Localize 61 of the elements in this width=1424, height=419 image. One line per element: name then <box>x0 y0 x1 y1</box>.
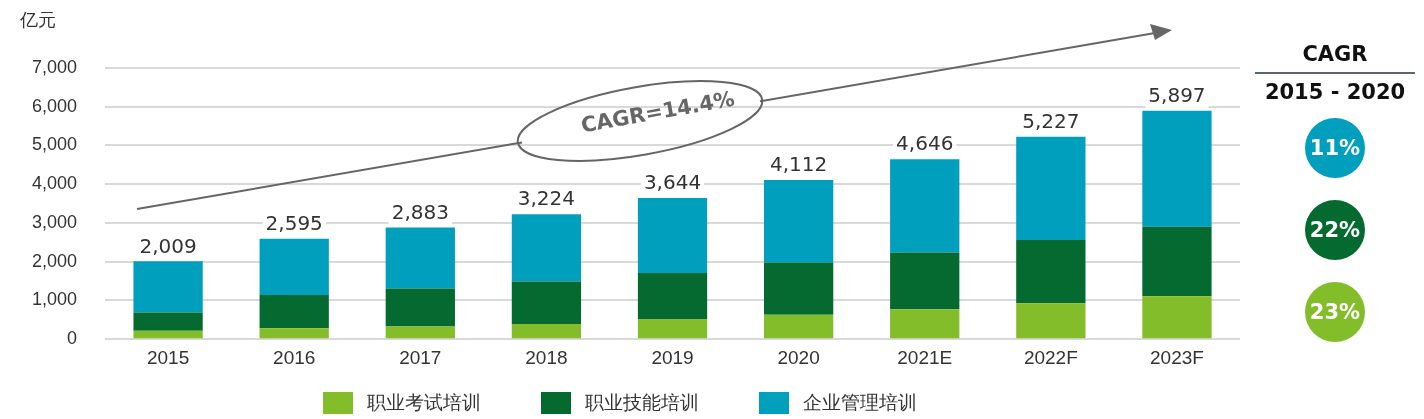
total-label: 4,646 <box>896 131 954 156</box>
x-tick-label: 2018 <box>525 346 568 368</box>
text: 11% <box>1305 118 1365 178</box>
x-tick-label: 2023F <box>1150 346 1204 368</box>
total-label: 5,897 <box>1148 82 1206 107</box>
bar <box>133 312 203 331</box>
bar <box>385 326 455 339</box>
y-tick-label: 5,000 <box>32 134 78 155</box>
bar <box>637 319 708 339</box>
x-tick-label: 2022F <box>1023 346 1078 368</box>
bar <box>1016 240 1086 304</box>
bar <box>890 252 960 310</box>
bar <box>511 281 582 325</box>
bar <box>133 330 203 339</box>
bar <box>890 159 960 253</box>
bar <box>1016 136 1086 241</box>
total-label: 2,009 <box>139 233 197 258</box>
total-label: 3,224 <box>517 186 576 211</box>
total-label: 4,112 <box>770 152 828 177</box>
bar <box>511 324 582 339</box>
bar <box>637 272 708 320</box>
y-tick-label: 4,000 <box>32 173 78 194</box>
bar <box>259 295 329 329</box>
bar <box>133 261 203 313</box>
text: CAGR <box>1301 42 1369 66</box>
bar <box>1142 296 1212 339</box>
text: 2015 - 2020 <box>1263 80 1407 104</box>
total-label: 3,644 <box>643 170 702 195</box>
bar <box>385 288 455 327</box>
legend-label: 职业考试培训 <box>367 390 481 415</box>
x-tick-label: 2021E <box>897 346 953 368</box>
x-tick-label: 2019 <box>651 346 694 368</box>
legend-label: 职业技能培训 <box>585 390 699 415</box>
x-tick-label: 2017 <box>399 346 442 368</box>
y-tick-label: 1,000 <box>32 289 78 310</box>
bar <box>385 227 455 289</box>
y-axis-title: 亿元 <box>20 8 56 32</box>
bar <box>511 214 582 282</box>
y-tick-label: 3,000 <box>32 211 78 232</box>
bar <box>259 328 329 339</box>
y-tick-label: 6,000 <box>32 95 78 116</box>
total-label: 5,227 <box>1022 108 1080 133</box>
y-tick-label: 0 <box>67 328 78 349</box>
x-tick-label: 2015 <box>146 346 190 368</box>
bar <box>1142 226 1212 297</box>
bar <box>763 314 834 339</box>
bar <box>1016 303 1086 339</box>
total-label: 2,595 <box>265 210 323 235</box>
total-label: 2,883 <box>391 199 449 224</box>
legend-label: 企业管理培训 <box>803 390 917 415</box>
y-tick-label: 2,000 <box>32 250 78 271</box>
x-tick-label: 2016 <box>273 346 316 368</box>
x-tick-label: 2020 <box>777 346 820 368</box>
bar <box>637 198 708 273</box>
bar <box>259 238 329 296</box>
y-tick-label: 7,000 <box>32 56 78 77</box>
bar <box>763 262 834 315</box>
bar <box>890 309 960 339</box>
text: 23% <box>1305 282 1365 342</box>
text: 22% <box>1305 200 1365 260</box>
bar <box>763 179 834 263</box>
